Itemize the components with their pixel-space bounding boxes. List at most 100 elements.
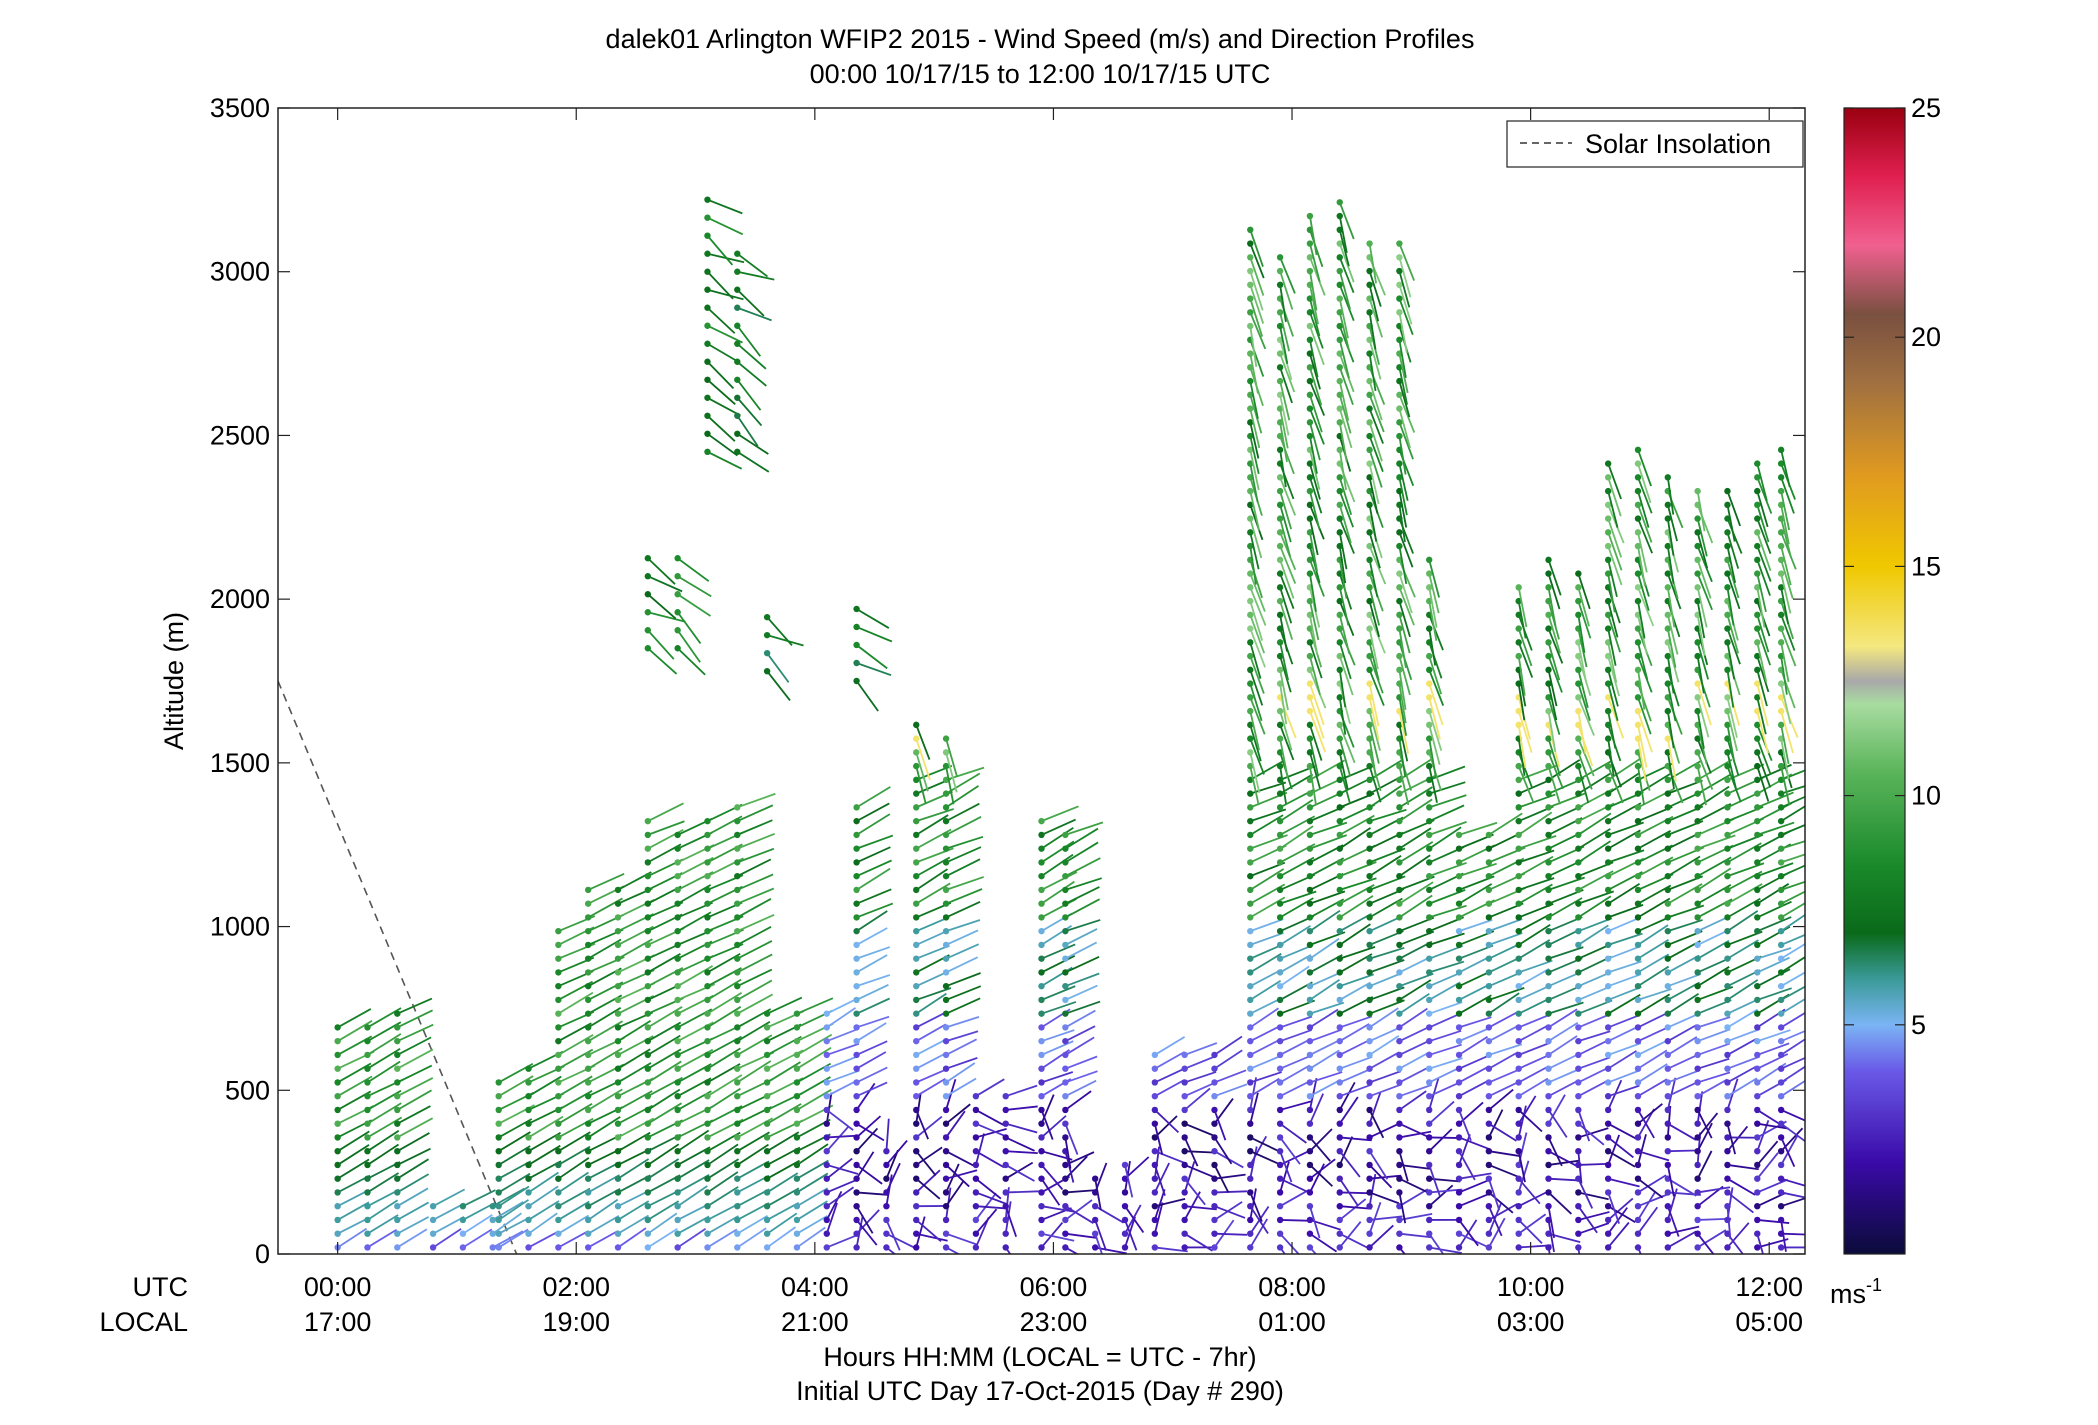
wind-barb-point [942, 872, 950, 880]
wind-barb-shaft [1398, 367, 1408, 405]
wind-barb-shaft [676, 611, 702, 645]
wind-barb-point [1485, 872, 1493, 880]
wind-barb-point [1634, 694, 1642, 701]
wind-barb-point [1366, 1175, 1373, 1182]
wind-barb-shaft [1064, 1036, 1095, 1056]
wind-barb-shaft [1368, 1173, 1377, 1207]
wind-barb-point [1777, 625, 1785, 632]
wind-barb-point [704, 982, 711, 990]
wind-barb-point [1366, 460, 1373, 467]
wind-barb-shaft [1309, 490, 1321, 530]
wind-barb-shaft [915, 1146, 943, 1166]
wind-barb-shaft [1547, 1109, 1568, 1138]
wind-barb-point [1426, 1216, 1433, 1224]
wind-barb-shaft [856, 1066, 888, 1084]
wind-barb-point [1694, 969, 1701, 976]
wind-barb-point [913, 996, 920, 1004]
wind-barb-shaft [1780, 1011, 1805, 1029]
wind-barb-shaft [1780, 1197, 1805, 1208]
wind-barb-point [334, 1134, 341, 1141]
wind-barb-shaft [396, 1064, 433, 1084]
wind-barb-point [853, 1202, 860, 1210]
wind-barb-shaft [1339, 953, 1373, 974]
wind-barb-point [1062, 1189, 1069, 1196]
wind-barb-shaft [498, 1185, 530, 1207]
wind-barb-point [734, 845, 741, 852]
wind-barb-shaft [1607, 945, 1642, 960]
wind-barb-point [614, 927, 622, 935]
wind-barb-shaft [1637, 504, 1653, 543]
wind-barb-point [1336, 1147, 1343, 1155]
wind-barb-shaft [1428, 628, 1437, 666]
wind-barb-point [1366, 872, 1373, 880]
wind-barb-point [1247, 350, 1254, 357]
wind-barb-shaft [1727, 1028, 1761, 1043]
wind-barb-shaft [1458, 1136, 1490, 1150]
wind-barb-shaft [1547, 614, 1561, 654]
wind-barb-point [1276, 955, 1284, 962]
wind-barb-shaft [1339, 1015, 1373, 1029]
wind-barb-shaft [1458, 1150, 1476, 1181]
wind-barb-shaft [1398, 380, 1411, 418]
wind-barb-shaft [617, 1214, 650, 1235]
wind-barb-point [584, 1065, 592, 1072]
wind-barb-shaft [557, 1131, 591, 1152]
wind-barb-point [972, 1202, 980, 1210]
wind-barb-point [334, 1106, 341, 1114]
wind-barb-shaft [856, 1015, 890, 1029]
wind-barb-shaft [1338, 642, 1352, 680]
wind-barb-point [1604, 515, 1612, 522]
wind-barb-point [1426, 1161, 1433, 1169]
wind-barb-point [1396, 405, 1403, 412]
wind-barb-shaft [498, 1228, 529, 1249]
wind-barb-point [763, 1189, 771, 1196]
wind-barb-point [734, 430, 741, 437]
wind-barb-shaft [915, 992, 947, 1015]
wind-barb-point [1485, 1202, 1493, 1210]
wind-barb-shaft [1780, 545, 1792, 586]
wind-barb-point [1485, 1092, 1493, 1100]
wind-barb-point [1276, 570, 1284, 577]
wind-barb-shaft [916, 1232, 948, 1242]
wind-barb-point [1276, 1134, 1284, 1141]
wind-barb-point [1694, 680, 1701, 687]
wind-barb-point [1724, 542, 1731, 550]
wind-barb-point [674, 627, 681, 634]
wind-barb-point [1276, 969, 1284, 976]
wind-barb-point [1694, 982, 1701, 990]
legend-entry-solar-insolation: Solar Insolation [1585, 129, 1771, 159]
wind-barb-point [1604, 969, 1612, 976]
wind-barb-point [1038, 1189, 1045, 1196]
wind-barb-shaft [1548, 946, 1584, 960]
wind-barb-point [972, 1244, 980, 1251]
wind-barb-point [644, 555, 652, 562]
wind-barb-shaft [1697, 1071, 1731, 1084]
wind-barb-shaft [1726, 642, 1736, 680]
wind-barb-point [1664, 652, 1672, 660]
wind-barb-shaft [1005, 1164, 1035, 1182]
wind-barb-point [1336, 955, 1343, 962]
wind-barb-shaft [1309, 683, 1325, 726]
wind-barb-shaft [736, 306, 772, 322]
wind-barb-shaft [1696, 614, 1706, 656]
wind-barb-point [1485, 1161, 1493, 1169]
wind-barb-shaft [1547, 655, 1563, 693]
wind-barb-point [1545, 845, 1552, 852]
wind-barb-point [853, 1051, 860, 1059]
wind-barb-shaft [1548, 1022, 1579, 1042]
wind-barb-point [1247, 790, 1254, 797]
wind-barb-point [1664, 707, 1672, 715]
wind-barb-shaft [1005, 1122, 1038, 1134]
wind-barb-shaft [1249, 1150, 1279, 1165]
wind-barb-shaft [1637, 1011, 1669, 1029]
wind-barb-shaft [1338, 559, 1348, 599]
wind-barb-shaft [1183, 1178, 1206, 1206]
wind-barb-shaft [826, 1125, 850, 1152]
wind-barb-shaft [1518, 811, 1553, 836]
wind-barb-shaft [1488, 812, 1523, 836]
wind-barb-point [1366, 845, 1373, 852]
wind-barb-point [1634, 474, 1642, 481]
wind-barb-point [1455, 1189, 1463, 1196]
wind-barb-point [1276, 350, 1284, 357]
wind-barb-shaft [975, 1208, 998, 1235]
